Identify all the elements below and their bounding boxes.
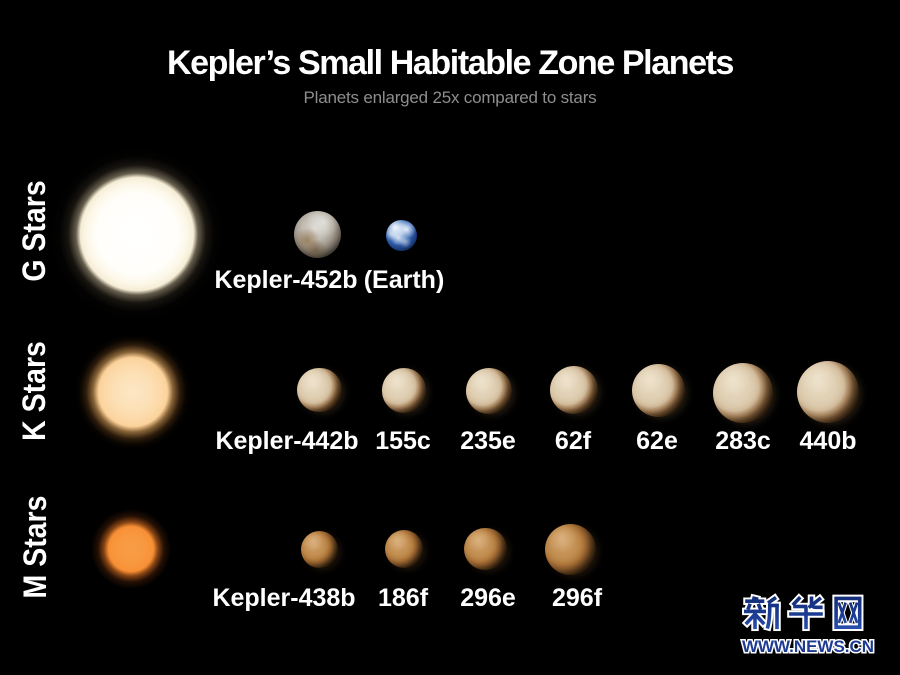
svg-text:WWW.NEWS.CN: WWW.NEWS.CN	[742, 638, 874, 656]
